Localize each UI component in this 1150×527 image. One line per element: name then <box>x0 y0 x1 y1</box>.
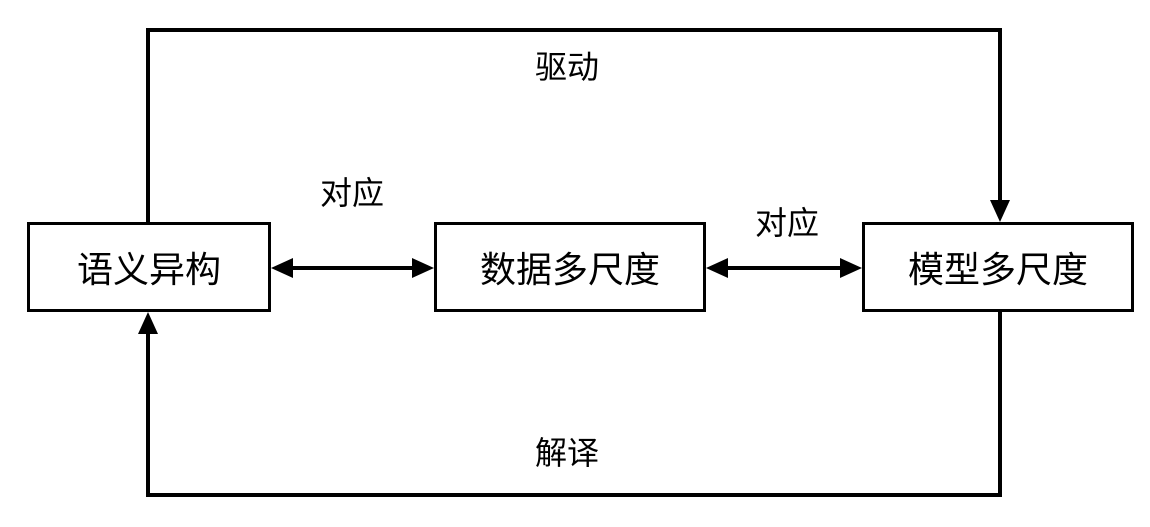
edge-label-correspond-right: 对应 <box>755 198 819 244</box>
node-semantic-heterogeneity: 语义异构 <box>27 222 271 312</box>
node-label: 语义异构 <box>77 241 221 293</box>
double-arrow-left <box>271 258 434 278</box>
edge-label-interpret: 解译 <box>535 428 599 474</box>
double-arrow-right <box>706 258 862 278</box>
node-label: 数据多尺度 <box>480 241 660 293</box>
node-data-multiscale: 数据多尺度 <box>434 222 706 312</box>
edge-label-correspond-left: 对应 <box>320 168 384 214</box>
edge-label-drive: 驱动 <box>535 42 599 88</box>
node-label: 模型多尺度 <box>908 241 1088 293</box>
node-model-multiscale: 模型多尺度 <box>862 222 1134 312</box>
